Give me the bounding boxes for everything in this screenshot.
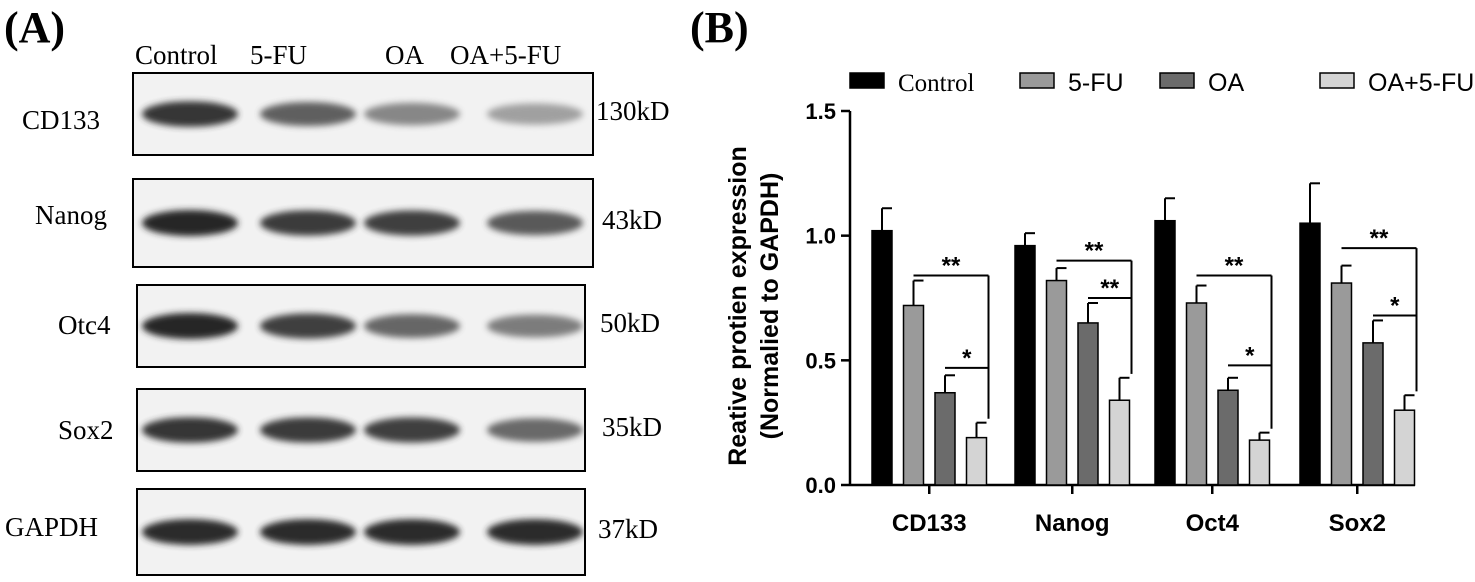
y-tick-label: 0.5 bbox=[805, 348, 836, 373]
bar bbox=[1330, 282, 1353, 486]
blot-band bbox=[260, 417, 356, 443]
blot-strip bbox=[136, 388, 586, 472]
x-tick-label: Sox2 bbox=[1329, 510, 1386, 537]
blot-band bbox=[142, 210, 238, 236]
x-tick-label: Nanog bbox=[1035, 510, 1110, 537]
significance-label: * bbox=[962, 345, 972, 372]
legend-label: OA+5-FU bbox=[1368, 69, 1474, 97]
significance-label: * bbox=[1245, 342, 1255, 369]
y-tick-label: 1.5 bbox=[805, 99, 836, 124]
blot-band bbox=[364, 314, 460, 338]
bar bbox=[1362, 342, 1384, 486]
blot-band bbox=[487, 519, 583, 545]
bar bbox=[1014, 244, 1036, 486]
bar bbox=[1217, 389, 1239, 486]
legend-label: 5-FU bbox=[1068, 69, 1124, 97]
y-axis-label-line2: (Normalied to GAPDH) bbox=[756, 173, 784, 440]
blot-band bbox=[260, 102, 356, 126]
blot-band bbox=[142, 519, 238, 545]
legend-swatch bbox=[1319, 72, 1355, 89]
blot-strip bbox=[132, 72, 594, 156]
blot-band bbox=[260, 313, 356, 339]
blot-band bbox=[142, 101, 238, 127]
blot-strip bbox=[136, 488, 586, 576]
molecular-weight-label: 50kD bbox=[600, 308, 660, 338]
blot-band bbox=[364, 210, 460, 236]
molecular-weight-label: 37kD bbox=[598, 514, 658, 544]
blot-band bbox=[260, 519, 356, 545]
bar bbox=[1248, 439, 1271, 486]
bar bbox=[1077, 322, 1099, 486]
panel-b-letter: (B) bbox=[690, 3, 749, 52]
protein-label: Otc4 bbox=[58, 310, 111, 340]
blot-band bbox=[487, 418, 583, 442]
significance-label: ** bbox=[942, 253, 961, 280]
x-tick-label: CD133 bbox=[892, 510, 967, 537]
legend-label: Control bbox=[898, 70, 974, 97]
bar bbox=[1299, 222, 1321, 486]
significance-label: ** bbox=[1100, 275, 1119, 302]
lane-label: OA+5-FU bbox=[450, 40, 562, 70]
molecular-weight-label: 35kD bbox=[602, 412, 662, 442]
bar bbox=[1045, 279, 1068, 486]
protein-label: Nanog bbox=[35, 200, 107, 230]
protein-label: CD133 bbox=[22, 105, 101, 135]
bar bbox=[934, 391, 956, 486]
blot-band bbox=[364, 102, 460, 126]
blot-band bbox=[487, 314, 583, 338]
bar bbox=[1108, 399, 1131, 486]
blot-strip bbox=[136, 284, 586, 368]
protein-label: GAPDH bbox=[5, 512, 99, 542]
legend-label: OA bbox=[1208, 69, 1244, 97]
bar bbox=[965, 436, 988, 486]
blot-band bbox=[142, 417, 238, 443]
bar bbox=[1393, 409, 1416, 486]
legend-swatch bbox=[849, 72, 885, 89]
x-tick-label: Oct4 bbox=[1186, 510, 1240, 537]
molecular-weight-label: 130kD bbox=[596, 96, 670, 126]
bar bbox=[1154, 219, 1176, 486]
y-tick-label: 1.0 bbox=[805, 224, 836, 249]
lane-label: 5-FU bbox=[250, 40, 308, 70]
blot-band bbox=[142, 313, 238, 339]
y-axis-label-line1: Reative protien expression bbox=[724, 146, 752, 466]
significance-label: ** bbox=[1370, 225, 1389, 252]
blot-band bbox=[487, 210, 583, 236]
blot-band bbox=[260, 210, 356, 236]
bar bbox=[871, 229, 893, 486]
lane-label: OA bbox=[385, 40, 424, 70]
bar bbox=[902, 304, 925, 486]
blot-band bbox=[364, 417, 460, 443]
y-tick-label: 0.0 bbox=[805, 473, 836, 498]
blot-strip bbox=[132, 178, 594, 268]
bar bbox=[1185, 302, 1208, 486]
panel-a-letter: (A) bbox=[4, 3, 66, 52]
legend-swatch bbox=[1019, 72, 1055, 89]
lane-label: Control bbox=[135, 40, 218, 70]
blot-band bbox=[487, 103, 583, 125]
molecular-weight-label: 43kD bbox=[602, 205, 662, 235]
legend-swatch bbox=[1159, 72, 1195, 89]
protein-label: Sox2 bbox=[58, 415, 114, 445]
bar-chart: 0.0 0.5 1.0 1.5 Reative protien expression (N… bbox=[724, 69, 1474, 537]
significance-label: * bbox=[1390, 292, 1400, 319]
significance-label: ** bbox=[1225, 253, 1244, 280]
blot-band bbox=[364, 519, 460, 545]
significance-label: ** bbox=[1085, 238, 1104, 265]
